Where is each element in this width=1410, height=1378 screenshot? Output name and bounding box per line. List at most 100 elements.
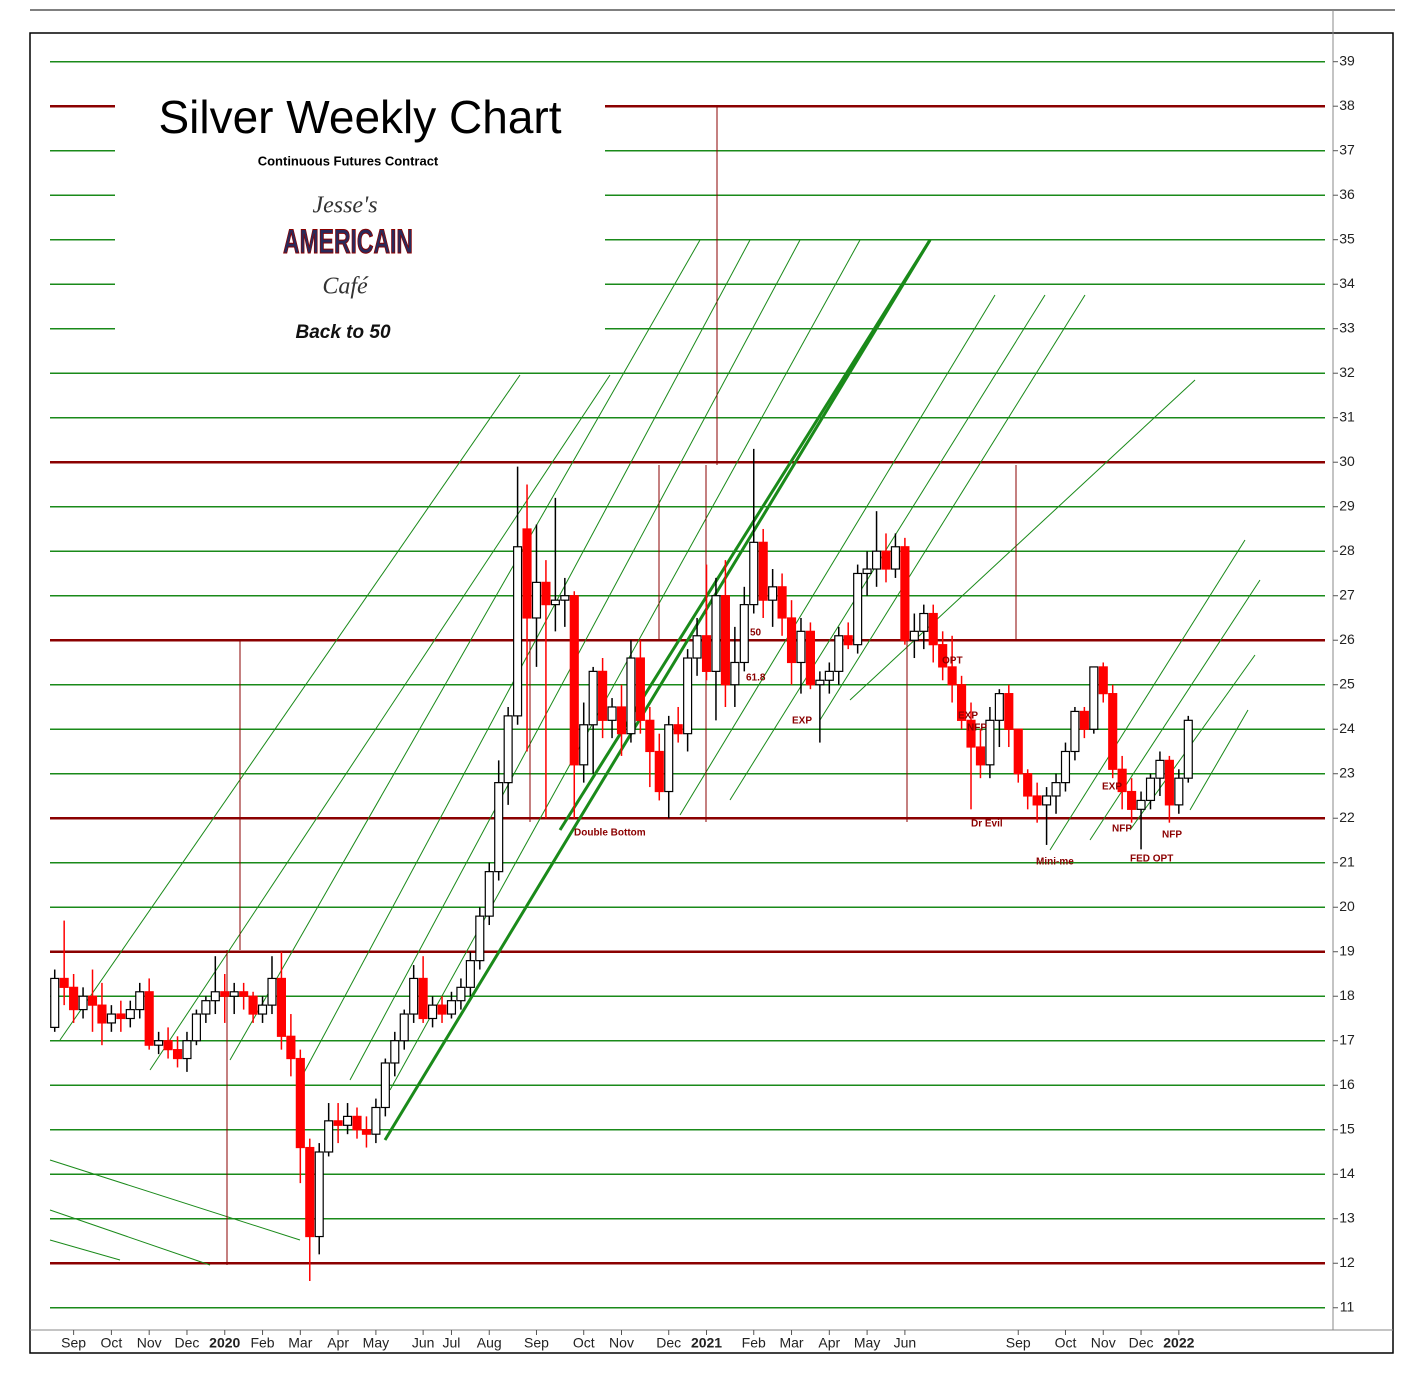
candle-body — [975, 746, 986, 766]
candle-body — [862, 568, 872, 575]
y-tick-label: 22 — [1339, 809, 1355, 825]
title-box — [115, 90, 605, 360]
candle-body — [938, 644, 948, 668]
annotation: Dr Evil — [971, 819, 1003, 830]
candle-body — [144, 991, 154, 1046]
logo-text: Café — [322, 274, 369, 300]
logo-text: Jesse's — [312, 193, 377, 219]
candle-body — [475, 915, 485, 962]
candle-body — [1079, 710, 1089, 730]
candle-body — [616, 706, 627, 735]
candle-body — [116, 1013, 126, 1020]
candle-body — [947, 666, 957, 686]
x-tick-label: Mar — [288, 1335, 312, 1351]
projection-lines — [226, 107, 1017, 1265]
candle-body — [1042, 795, 1052, 806]
candle-body — [239, 991, 249, 997]
y-tick-label: 32 — [1339, 364, 1355, 380]
candle-body — [834, 635, 844, 672]
y-tick-label: 38 — [1339, 97, 1355, 113]
candle-body — [579, 724, 589, 766]
x-tick-label: Oct — [1055, 1335, 1077, 1351]
x-tick-label: Dec — [175, 1335, 200, 1351]
annotation: Double Bottom — [574, 828, 646, 839]
candle-body — [598, 670, 608, 721]
x-tick-label: Oct — [101, 1335, 123, 1351]
candle-body — [824, 670, 834, 681]
candle-body — [286, 1035, 296, 1060]
candle-body — [352, 1115, 362, 1131]
candle-body — [1117, 768, 1127, 793]
y-tick-label: 17 — [1339, 1031, 1355, 1047]
y-tick-label: 12 — [1339, 1254, 1355, 1270]
candle-body — [361, 1129, 372, 1135]
candle-body — [749, 541, 759, 606]
candle-body — [182, 1040, 192, 1060]
candle-body — [654, 750, 664, 793]
candle-body — [994, 693, 1004, 721]
candle-body — [768, 586, 778, 601]
candle-body — [229, 991, 239, 997]
candle-body — [1164, 759, 1174, 806]
candle-body — [701, 635, 712, 672]
candle-body — [683, 657, 693, 735]
y-tick-label: 21 — [1339, 853, 1355, 869]
x-tick-label: Feb — [742, 1335, 766, 1351]
candle-body — [550, 599, 560, 606]
candle-body — [711, 595, 721, 672]
x-tick-label: Nov — [609, 1335, 634, 1351]
annotation: 61.8 — [746, 673, 766, 684]
candle-body — [1089, 666, 1099, 730]
candle-body — [692, 635, 702, 659]
x-tick-label: Sep — [1006, 1335, 1031, 1351]
tagline: Back to 50 — [295, 322, 390, 343]
candle-body — [257, 1004, 268, 1015]
candle-body — [484, 871, 494, 917]
x-tick-label: Jun — [412, 1335, 435, 1351]
candle-body — [871, 550, 882, 570]
candle-body — [295, 1057, 305, 1149]
y-tick-label: 29 — [1339, 497, 1355, 513]
y-tick-label: 24 — [1339, 720, 1355, 736]
candle-body — [635, 657, 645, 721]
y-tick-label: 20 — [1339, 898, 1355, 914]
candle-body — [172, 1049, 183, 1060]
frame — [29, 32, 1394, 1354]
annotation: NFP — [1112, 824, 1132, 835]
candle-body — [881, 550, 891, 570]
candle-body — [739, 604, 749, 664]
candle-body — [1108, 693, 1118, 770]
annotation: 50 — [750, 628, 762, 639]
candle-body — [909, 630, 919, 641]
candle-body — [1013, 728, 1023, 775]
candle-body — [843, 635, 853, 646]
x-tick-label: Feb — [250, 1335, 274, 1351]
logo-text: AMERICAIN — [283, 223, 413, 261]
candle-body — [796, 630, 806, 664]
y-tick-label: 33 — [1339, 319, 1355, 335]
candle-body — [135, 991, 145, 1011]
x-tick-label: Jul — [443, 1335, 461, 1351]
candle-body — [97, 1004, 107, 1024]
candle-body — [531, 581, 542, 619]
candle-body — [503, 715, 513, 784]
candle-body — [777, 586, 787, 619]
candle-body — [409, 977, 419, 1015]
candle-body — [985, 719, 995, 766]
y-tick-label: 18 — [1339, 987, 1355, 1003]
candle-body — [588, 670, 598, 726]
candle-body — [380, 1062, 390, 1109]
candle-body — [69, 986, 79, 1011]
y-tick-label: 13 — [1339, 1209, 1355, 1225]
candle-body — [324, 1120, 334, 1153]
y-tick-label: 36 — [1339, 186, 1355, 202]
candle-body — [494, 782, 504, 873]
y-tick-label: 39 — [1339, 52, 1355, 68]
candle-body — [626, 657, 636, 735]
x-tick-label: 2020 — [209, 1335, 240, 1351]
candle-body — [956, 684, 967, 721]
candle-body — [201, 1000, 211, 1015]
annotation: Mini-me — [1036, 857, 1074, 868]
x-tick-label: Jun — [894, 1335, 917, 1351]
